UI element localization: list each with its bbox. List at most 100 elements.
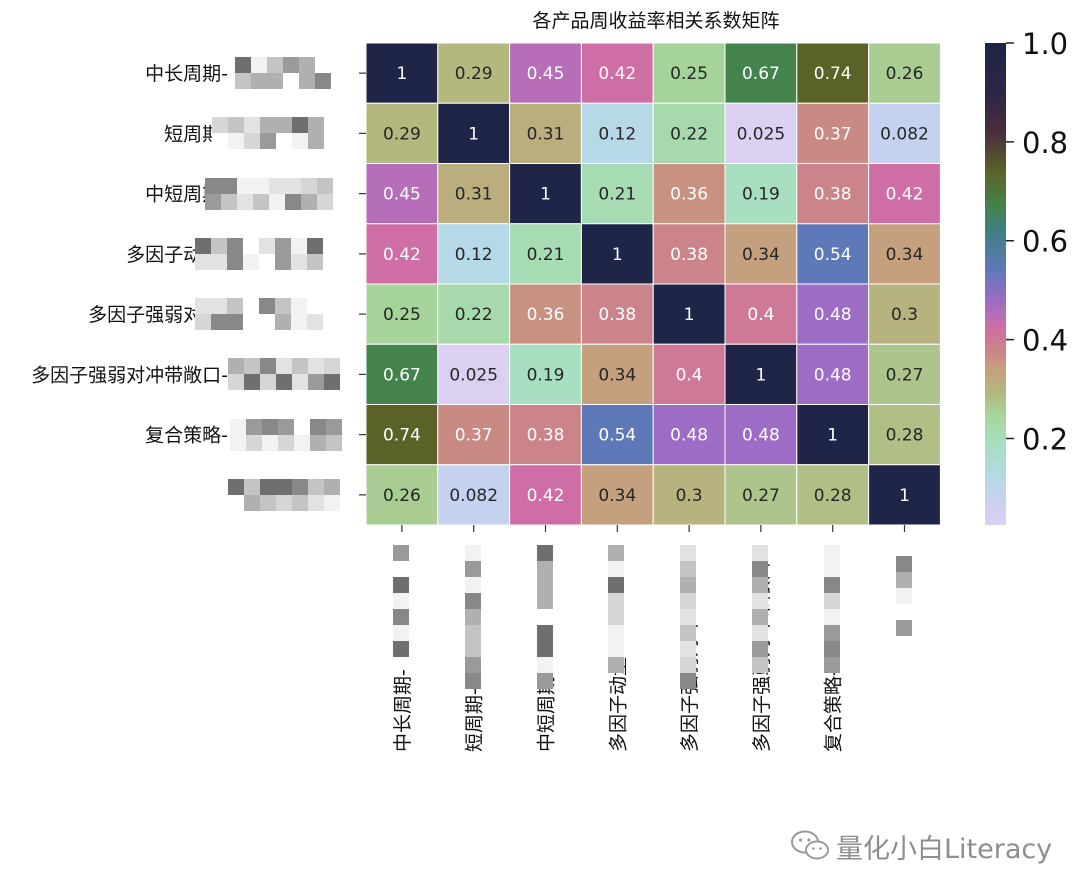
cell-value-4-2: 0.36 bbox=[527, 305, 565, 325]
col-label-3: 多因子动量- bbox=[607, 650, 629, 752]
heatmap-cell-2-5 bbox=[724, 163, 798, 225]
col-redaction-5 bbox=[751, 545, 768, 673]
cell-value-5-7: 0.27 bbox=[886, 365, 924, 385]
cell-value-4-0: 0.25 bbox=[383, 305, 421, 325]
cell-value-5-2: 0.19 bbox=[527, 365, 565, 385]
cell-value-6-7: 0.28 bbox=[886, 426, 924, 446]
col-label-6: 复合策略- bbox=[823, 669, 845, 752]
cell-value-2-2: 1 bbox=[540, 185, 551, 205]
heatmap-cell-6-1 bbox=[437, 404, 511, 466]
cell-value-4-7: 0.3 bbox=[891, 305, 918, 325]
cell-value-3-0: 0.42 bbox=[383, 245, 421, 265]
heatmap-cell-0-2 bbox=[509, 42, 582, 104]
heatmap-cell-2-1 bbox=[437, 163, 511, 225]
cell-value-5-4: 0.4 bbox=[676, 365, 703, 385]
row-redaction-2 bbox=[205, 177, 333, 210]
cell-value-4-3: 0.38 bbox=[598, 305, 636, 325]
heatmap-cell-1-1 bbox=[437, 102, 511, 164]
col-label-1: 短周期- bbox=[464, 688, 486, 752]
heatmap-cell-0-7 bbox=[868, 42, 941, 104]
heatmap-cell-2-3 bbox=[580, 163, 654, 225]
heatmap-cell-0-1 bbox=[437, 42, 511, 104]
row-redaction-1 bbox=[212, 117, 324, 150]
col-redaction-0 bbox=[392, 545, 409, 657]
cell-value-5-3: 0.34 bbox=[598, 365, 636, 385]
col-label-0: 中长周期- bbox=[392, 669, 414, 752]
heatmap-cell-5-2 bbox=[509, 343, 582, 405]
col-redaction-1 bbox=[464, 545, 481, 689]
cell-value-3-2: 0.21 bbox=[527, 245, 565, 265]
heatmap-cell-7-7 bbox=[868, 464, 941, 526]
heatmap-cell-7-4 bbox=[652, 464, 726, 526]
row-redaction-0 bbox=[235, 57, 331, 90]
heatmap-cell-6-5 bbox=[724, 404, 798, 466]
cell-value-0-7: 0.26 bbox=[886, 64, 924, 84]
cell-value-7-2: 0.42 bbox=[527, 486, 565, 506]
cell-value-6-4: 0.48 bbox=[670, 426, 708, 446]
cell-value-1-1: 1 bbox=[468, 124, 479, 144]
colorbar-ticks: 0.2 0.4 0.6 0.8 1.0 bbox=[1006, 27, 1068, 456]
row-redaction-4 bbox=[195, 298, 323, 331]
cell-value-7-1: 0.082 bbox=[449, 486, 498, 506]
heatmap-cell-2-7 bbox=[868, 163, 941, 225]
cell-value-3-3: 1 bbox=[612, 245, 623, 265]
col-redaction-6 bbox=[823, 545, 840, 673]
heatmap-cell-3-0 bbox=[365, 223, 439, 285]
heatmap-cell-2-2 bbox=[509, 163, 582, 225]
cell-value-7-3: 0.34 bbox=[598, 486, 636, 506]
colorbar bbox=[985, 43, 1006, 525]
heatmap-cell-5-1 bbox=[437, 343, 511, 405]
heatmap-cell-4-4 bbox=[652, 283, 726, 345]
heatmap-cell-3-3 bbox=[580, 223, 654, 285]
heatmap-cell-4-7 bbox=[868, 283, 941, 345]
cell-value-labels: 1 0.29 0.45 0.42 0.25 0.67 0.74 0.260.29 1 0.31 0.… bbox=[383, 64, 929, 506]
col-redaction-2 bbox=[536, 545, 553, 689]
colorbar-tick-label-1: 0.4 bbox=[1022, 324, 1068, 358]
heatmap-cell-4-3 bbox=[580, 283, 654, 345]
cell-value-7-6: 0.28 bbox=[814, 486, 852, 506]
cell-value-7-7: 1 bbox=[899, 486, 910, 506]
cell-value-1-6: 0.37 bbox=[814, 124, 852, 144]
col-label-2: 中短周期- bbox=[536, 669, 558, 752]
cell-value-5-5: 1 bbox=[755, 365, 766, 385]
heatmap-cell-4-6 bbox=[796, 283, 870, 345]
heatmap-cell-5-5 bbox=[724, 343, 798, 405]
cell-value-3-4: 0.38 bbox=[670, 245, 708, 265]
heatmap-cell-2-6 bbox=[796, 163, 870, 225]
cell-value-5-6: 0.48 bbox=[814, 365, 852, 385]
cell-value-7-4: 0.3 bbox=[676, 486, 703, 506]
cell-value-3-6: 0.54 bbox=[814, 245, 852, 265]
cell-value-0-4: 0.25 bbox=[670, 64, 708, 84]
cell-value-6-1: 0.37 bbox=[455, 426, 493, 446]
row-label-4: 多因子强弱对冲- bbox=[88, 304, 228, 326]
cell-value-0-0: 1 bbox=[396, 64, 407, 84]
row-redaction-5 bbox=[228, 358, 340, 391]
cell-value-4-6: 0.48 bbox=[814, 305, 852, 325]
row-redaction-3 bbox=[195, 237, 323, 270]
cell-value-2-3: 0.21 bbox=[598, 185, 636, 205]
col-redaction-3 bbox=[608, 545, 625, 673]
cell-value-2-7: 0.42 bbox=[886, 185, 924, 205]
cell-value-4-4: 1 bbox=[684, 305, 695, 325]
row-label-6: 复合策略- bbox=[145, 425, 228, 447]
heatmap-cell-2-4 bbox=[652, 163, 726, 225]
heatmap-cell-6-4 bbox=[652, 404, 726, 466]
cell-value-6-3: 0.54 bbox=[598, 426, 636, 446]
heatmap-cell-6-0 bbox=[365, 404, 439, 466]
watermark: 量化小白Literacy bbox=[790, 826, 1052, 866]
col-redaction-7 bbox=[895, 540, 912, 652]
cell-value-5-0: 0.67 bbox=[383, 365, 421, 385]
cell-value-7-0: 0.26 bbox=[383, 486, 421, 506]
heatmap-cells bbox=[365, 42, 941, 526]
colorbar-tick-label-3: 0.8 bbox=[1022, 126, 1068, 160]
cell-value-0-5: 0.67 bbox=[742, 64, 780, 84]
cell-value-4-1: 0.22 bbox=[455, 305, 493, 325]
row-redaction-6 bbox=[230, 418, 342, 451]
cell-value-6-5: 0.48 bbox=[742, 426, 780, 446]
heatmap-cell-6-7 bbox=[868, 404, 941, 466]
heatmap-cell-3-6 bbox=[796, 223, 870, 285]
row-label-0: 中长周期- bbox=[145, 63, 228, 85]
cell-value-2-6: 0.38 bbox=[814, 185, 852, 205]
cell-value-0-3: 0.42 bbox=[598, 64, 636, 84]
